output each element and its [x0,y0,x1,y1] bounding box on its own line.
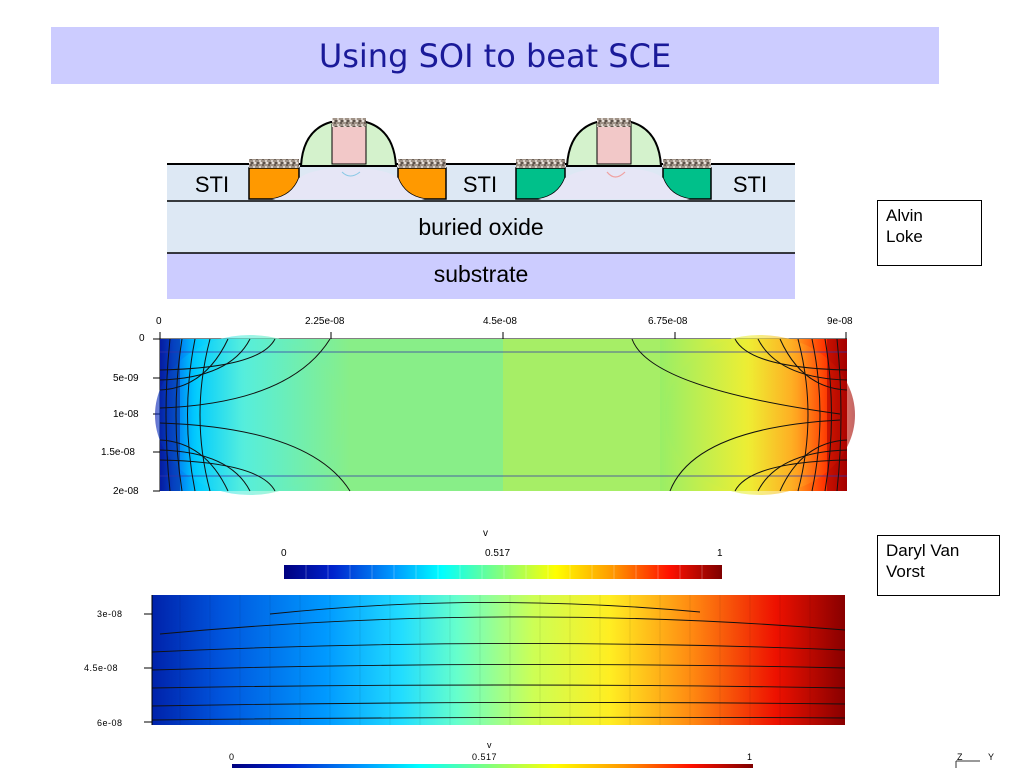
nmos-drain-silicide [398,159,446,168]
buried-oxide-label: buried oxide [418,214,543,240]
plot1-x-tick: 9e-08 [827,316,853,327]
title-band: Using SOI to beat SCE [51,27,939,84]
axes-triad-y: Y [988,752,995,762]
sti-label-right: STI [733,172,767,197]
substrate-label: substrate [434,261,529,287]
colorbar2-min: 0 [229,752,235,762]
sti-label-middle: STI [463,172,497,197]
plot1-y-tick: 2e-08 [113,486,139,497]
pmos-channel [538,168,690,199]
colorbar-2 [232,764,753,768]
colorbar2-max: 1 [747,752,753,762]
soi-cross-section: STI STI STI buried oxide substrate [167,118,795,299]
plot2-y-tick: 4.5e-08 [84,663,119,673]
nmos-channel [272,168,425,199]
axes-triad-icon [955,760,980,768]
credit-box-alvin-loke: Alvin Loke [877,200,982,266]
axes-triad-z: Z [957,752,963,762]
nmos-transistor [248,118,447,200]
colorbar1-min: 0 [281,548,287,559]
plot1-y-tick: 1e-08 [113,409,139,420]
pmos-transistor [515,118,712,200]
credit-line: Loke [886,227,923,246]
potential-plot-2 [144,595,846,725]
nmos-source-silicide [249,159,299,168]
slide-title: Using SOI to beat SCE [318,36,672,75]
credit-line: Vorst [886,562,925,581]
pmos-gate-silicide [597,118,631,127]
colorbar1-label: v [483,528,488,539]
pmos-source-silicide [516,159,565,168]
credit-line: Daryl Van [886,541,960,560]
colorbar2-label: v [487,740,492,750]
colorbar1-mid: 0.517 [485,548,511,559]
potential-plot-1 [153,332,855,495]
nmos-gate [331,123,367,165]
nmos-gate-silicide [332,118,366,127]
credit-box-daryl-van-vorst: Daryl Van Vorst [877,535,1000,596]
plot2-y-tick: 3e-08 [97,609,123,619]
colorbar-1 [284,565,722,579]
plot1-y-tick: 5e-09 [113,373,139,384]
plot1-x-tick: 0 [156,316,162,327]
colorbar2-mid: 0.517 [472,752,498,762]
credit-line: Alvin [886,206,923,225]
plot1-x-tick: 2.25e-08 [305,316,345,327]
plot1-x-tick: 6.75e-08 [648,316,688,327]
pmos-drain-silicide [663,159,711,168]
plot1-y-tick: 1.5e-08 [101,447,135,458]
plot2-y-tick: 6e-08 [97,718,123,728]
sti-label-left: STI [195,172,229,197]
buried-oxide-layer [167,201,795,253]
plot1-x-tick: 4.5e-08 [483,316,517,327]
substrate-layer [167,253,795,299]
plot1-y-tick: 0 [139,333,145,344]
colorbar1-max: 1 [717,548,723,559]
pmos-gate [596,123,632,165]
